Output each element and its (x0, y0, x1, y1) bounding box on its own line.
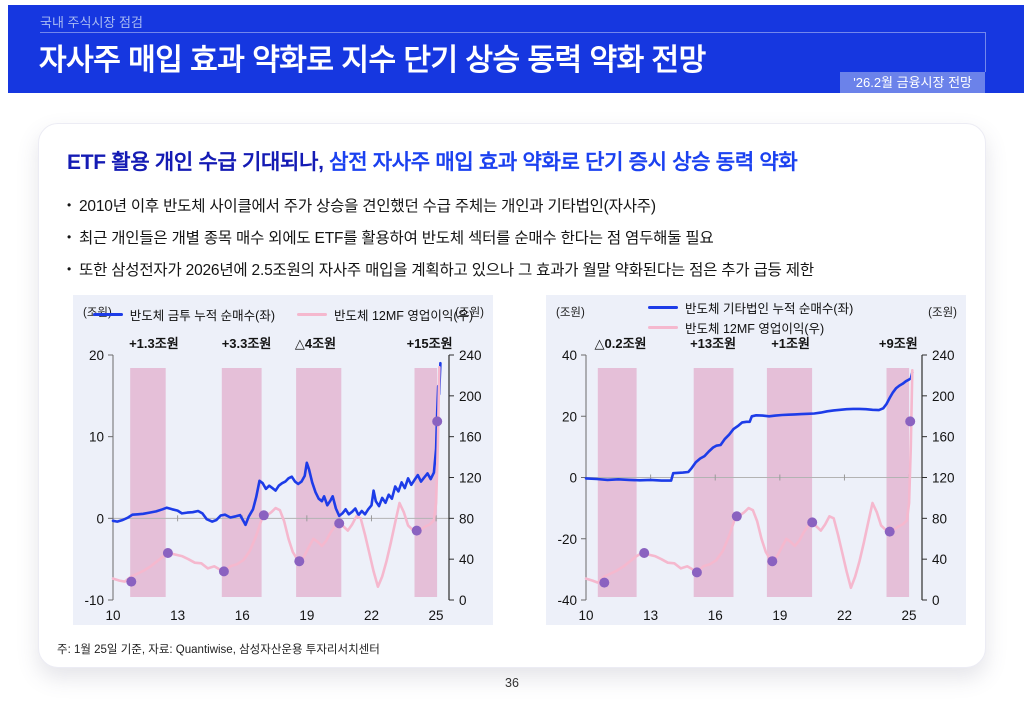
svg-text:△0.2조원: △0.2조원 (595, 336, 647, 351)
svg-text:-20: -20 (557, 532, 577, 547)
slide-title: 자사주 매입 효과 약화로 지수 단기 상승 동력 약화 전망 (39, 44, 706, 77)
svg-text:+3.3조원: +3.3조원 (222, 336, 272, 351)
svg-text:80: 80 (459, 511, 474, 526)
eyebrow-underline-vertical (985, 32, 986, 72)
legend-label: 반도체 금투 누적 순매수(좌) (129, 309, 275, 323)
svg-text:25: 25 (902, 608, 917, 623)
left-axis-unit: (조원) (556, 307, 585, 319)
svg-text:25: 25 (429, 608, 444, 623)
eyebrow-underline (40, 32, 985, 33)
svg-text:240: 240 (459, 348, 482, 363)
bullet-item: 최근 개인들은 개별 종목 매수 외에도 ETF를 활용하여 반도체 섹터를 순… (67, 223, 957, 255)
svg-text:160: 160 (459, 430, 482, 445)
svg-text:80: 80 (932, 511, 947, 526)
legend-line-swatch (297, 313, 327, 316)
svg-text:0: 0 (96, 511, 104, 526)
svg-text:0: 0 (459, 593, 467, 608)
svg-text:10: 10 (578, 608, 593, 623)
right-axis-unit: (조원) (455, 307, 484, 319)
legend-label: 반도체 기타법인 누적 순매수(좌) (685, 302, 854, 316)
svg-text:+13조원: +13조원 (690, 336, 736, 351)
svg-text:200: 200 (932, 389, 955, 404)
report-badge: '26.2월 금융시장 전망 (840, 72, 985, 93)
svg-text:19: 19 (772, 608, 787, 623)
svg-text:160: 160 (932, 430, 955, 445)
svg-text:10: 10 (105, 608, 120, 623)
card-title-blue-part: 삼전 자사주 매입 효과 약화로 단기 증시 상승 동력 약화 (329, 151, 798, 174)
card-title: ETF 활용 개인 수급 기대되나, 삼전 자사주 매입 효과 약화로 단기 증… (67, 148, 957, 178)
charts-row: (조원) (조원) 반도체 금투 누적 순매수(좌) 반도체 12MF 영업이익(… (67, 295, 966, 625)
right-axis-unit: (조원) (928, 307, 957, 319)
svg-text:40: 40 (932, 552, 947, 567)
eyebrow-text: 국내 주식시장 점검 (40, 15, 143, 30)
svg-text:△4조원: △4조원 (295, 336, 336, 351)
legend-line-swatch (648, 326, 678, 329)
svg-text:0: 0 (569, 471, 577, 486)
chart-legend: 반도체 금투 누적 순매수(좌) 반도체 12MF 영업이익(우) (73, 305, 493, 324)
svg-text:-10: -10 (84, 593, 104, 608)
legend-item: 반도체 기타법인 누적 순매수(좌) (648, 298, 864, 317)
bullet-list: 2010년 이후 반도체 사이클에서 주가 상승을 견인했던 수급 주체는 개인… (67, 191, 957, 287)
bullet-item: 2010년 이후 반도체 사이클에서 주가 상승을 견인했던 수급 주체는 개인… (67, 191, 957, 223)
svg-text:22: 22 (837, 608, 852, 623)
chart-panel-left: (조원) (조원) 반도체 금투 누적 순매수(좌)반도체 12MF 영업이익(… (73, 295, 493, 625)
svg-text:16: 16 (235, 608, 250, 623)
svg-text:+15조원: +15조원 (407, 336, 453, 351)
svg-text:+1.3조원: +1.3조원 (129, 336, 179, 351)
svg-text:40: 40 (562, 348, 577, 363)
svg-text:20: 20 (89, 348, 104, 363)
svg-text:16: 16 (708, 608, 723, 623)
svg-text:20: 20 (562, 409, 577, 424)
chart-plot: 20 10 0 -10 240 200 160 120 80 40 0 10 13 16 19 22 25 +1.… (84, 336, 482, 623)
content-card: ETF 활용 개인 수급 기대되나, 삼전 자사주 매입 효과 약화로 단기 증… (38, 123, 986, 668)
legend-item: 반도체 12MF 영업이익(우) (297, 305, 473, 324)
legend-line-swatch (648, 306, 678, 309)
svg-text:-40: -40 (557, 593, 577, 608)
svg-text:19: 19 (299, 608, 314, 623)
card-title-dark-part: ETF 활용 개인 수급 기대되나, (67, 151, 330, 174)
svg-text:200: 200 (459, 389, 482, 404)
bullet-item: 또한 삼성전자가 2026년에 2.5조원의 자사주 매입을 계획하고 있으나 … (67, 255, 957, 287)
legend-label: 반도체 12MF 영업이익(우) (685, 322, 825, 336)
svg-text:13: 13 (170, 608, 185, 623)
svg-text:0: 0 (932, 593, 940, 608)
svg-text:10: 10 (89, 430, 104, 445)
page-number: 36 (505, 676, 519, 690)
legend-line-swatch (92, 313, 123, 316)
source-footnote: 주: 1월 25일 기준, 자료: Quantiwise, 삼성자산운용 투자리… (57, 644, 380, 656)
svg-text:13: 13 (643, 608, 658, 623)
chart-panel-right: (조원) (조원) 반도체 기타법인 누적 순매수(좌) 반도체 12MF 영업이… (546, 295, 966, 625)
chart-legend: 반도체 기타법인 누적 순매수(좌) 반도체 12MF 영업이익(우) (546, 298, 966, 337)
svg-text:120: 120 (459, 471, 482, 486)
svg-text:+9조원: +9조원 (879, 336, 918, 351)
svg-text:+1조원: +1조원 (771, 336, 810, 351)
svg-text:22: 22 (364, 608, 379, 623)
slide-header: 국내 주식시장 점검 자사주 매입 효과 약화로 지수 단기 상승 동력 약화 … (8, 5, 1024, 93)
legend-item: 반도체 금투 누적 순매수(좌) (92, 305, 275, 324)
svg-text:240: 240 (932, 348, 955, 363)
legend-label: 반도체 12MF 영업이익(우) (334, 309, 474, 323)
svg-text:40: 40 (459, 552, 474, 567)
legend-item: 반도체 12MF 영업이익(우) (648, 318, 864, 337)
svg-text:120: 120 (932, 471, 955, 486)
